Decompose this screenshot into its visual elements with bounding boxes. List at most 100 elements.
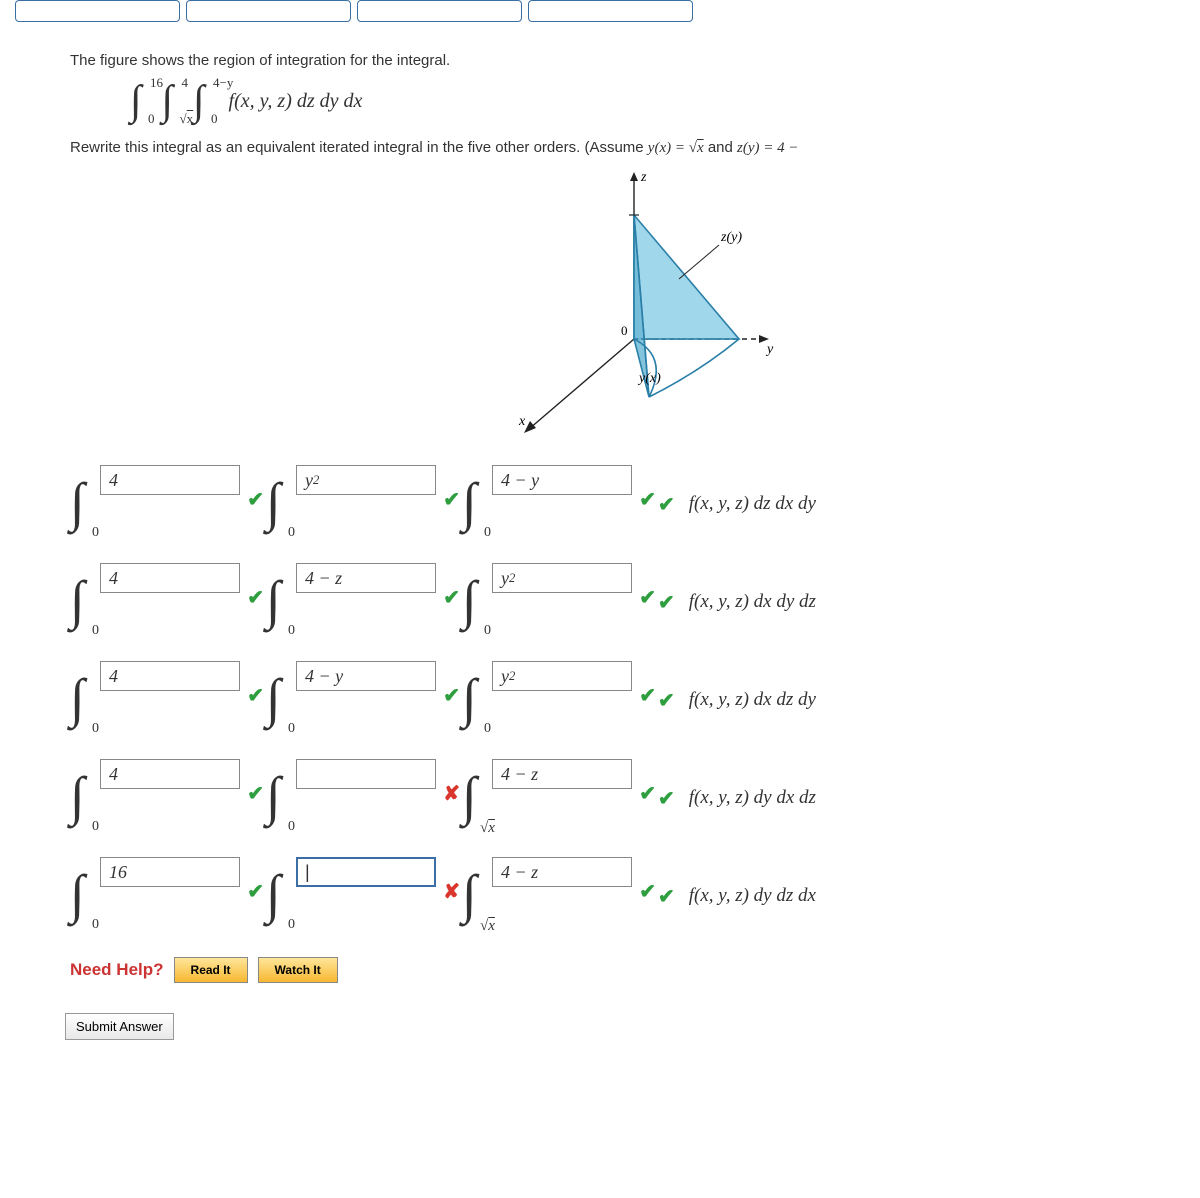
svg-text:z(y): z(y)	[720, 230, 742, 245]
region-figure: z y x 0 z(y) y(x)	[70, 167, 1188, 451]
integrand-order: f(x, y, z) dx dy dz	[689, 591, 816, 613]
blank-1[interactable]	[15, 0, 180, 22]
integral-cell: ∫04✔	[70, 567, 260, 637]
integral-sign: ∫	[70, 671, 85, 725]
svg-text:0: 0	[621, 323, 628, 338]
upper-bound-input[interactable]: y2	[492, 563, 632, 593]
lower-bound: 0	[92, 819, 99, 835]
integral-cell: ∫04✔	[70, 763, 260, 833]
upper-bound-input[interactable]: |	[296, 857, 436, 887]
check-icon: ✔	[247, 683, 264, 708]
integrand-order: f(x, y, z) dz dx dy	[689, 493, 816, 515]
blank-3[interactable]	[357, 0, 522, 22]
lower-bound: 0	[288, 819, 295, 835]
upper-bound-input[interactable]: y2	[296, 465, 436, 495]
integral-sign: ∫	[462, 769, 477, 823]
svg-text:z: z	[640, 170, 647, 185]
integral-sign: ∫	[266, 475, 281, 529]
blank-2[interactable]	[186, 0, 351, 22]
integral-cell: ∫0y2✔	[462, 567, 652, 637]
integral-sign: ∫	[266, 671, 281, 725]
lower-bound: 0	[92, 525, 99, 541]
svg-text:y: y	[765, 342, 774, 357]
cross-icon: ✘	[443, 879, 460, 904]
integral-cell: ∫04✔	[70, 665, 260, 735]
lower-bound: √x	[480, 918, 495, 935]
upper-bound-input[interactable]: 4	[100, 661, 240, 691]
svg-text:x: x	[518, 414, 526, 429]
integral-cell: ∫016✔	[70, 861, 260, 931]
integral-cell: ∫04✔	[70, 469, 260, 539]
integral-sign: ∫	[266, 573, 281, 627]
check-icon: ✔	[639, 585, 656, 610]
integral-sign: ∫	[266, 867, 281, 921]
integral-sign: ∫	[462, 671, 477, 725]
check-icon: ✔	[247, 585, 264, 610]
lower-bound: 0	[288, 721, 295, 737]
integral-cell: ∫√x4 − z✔	[462, 861, 652, 931]
lower-bound: 0	[288, 525, 295, 541]
upper-bound-input[interactable]: 4	[100, 759, 240, 789]
check-icon: ✔	[658, 492, 675, 517]
integral-sign: ∫	[70, 475, 85, 529]
upper-bound-input[interactable]: 4 − y	[492, 465, 632, 495]
integral-cell: ∫04 − z✔	[266, 567, 456, 637]
lower-bound: 0	[92, 917, 99, 933]
rewrite-instruction: Rewrite this integral as an equivalent i…	[70, 139, 1188, 157]
check-icon: ✔	[639, 781, 656, 806]
lower-bound: 0	[288, 917, 295, 933]
integrand-order: f(x, y, z) dy dz dx	[689, 885, 816, 907]
check-icon: ✔	[443, 487, 460, 512]
problem-intro: The figure shows the region of integrati…	[70, 52, 1188, 69]
integrand-order: f(x, y, z) dy dx dz	[689, 787, 816, 809]
check-icon: ✔	[658, 688, 675, 713]
upper-bound-input[interactable]: y2	[492, 661, 632, 691]
check-icon: ✔	[247, 879, 264, 904]
upper-bound-input[interactable]: 4 − z	[492, 857, 632, 887]
submit-answer-button[interactable]: Submit Answer	[65, 1013, 174, 1040]
integral-cell: ∫0y2✔	[462, 665, 652, 735]
check-icon: ✔	[639, 879, 656, 904]
answer-row: ∫04✔∫04 − y✔∫0y2✔✔f(x, y, z) dx dz dy	[70, 665, 1188, 735]
original-integral: ∫160 ∫4√x ∫4−y0 f(x, y, z) dz dy dx	[130, 77, 1188, 125]
integral-cell: ∫√x4 − z✔	[462, 763, 652, 833]
lower-bound: √x	[480, 820, 495, 837]
check-icon: ✔	[658, 590, 675, 615]
svg-text:y(x): y(x)	[637, 371, 661, 386]
need-help-label: Need Help?	[70, 960, 164, 980]
check-icon: ✔	[658, 786, 675, 811]
blank-4[interactable]	[528, 0, 693, 22]
integral-sign: ∫	[70, 769, 85, 823]
check-icon: ✔	[247, 487, 264, 512]
integrand-order: f(x, y, z) dx dz dy	[689, 689, 816, 711]
integral-cell: ∫0✘	[266, 763, 456, 833]
integral-sign: ∫	[462, 867, 477, 921]
check-icon: ✔	[639, 487, 656, 512]
upper-bound-input[interactable]: 4	[100, 563, 240, 593]
integral-cell: ∫04 − y✔	[266, 665, 456, 735]
upper-bound-input[interactable]: 4	[100, 465, 240, 495]
upper-bound-input[interactable]: 4 − z	[492, 759, 632, 789]
lower-bound: 0	[484, 525, 491, 541]
answer-row: ∫04✔∫0y2✔∫04 − y✔✔f(x, y, z) dz dx dy	[70, 469, 1188, 539]
answer-row: ∫04✔∫0✘∫√x4 − z✔✔f(x, y, z) dy dx dz	[70, 763, 1188, 833]
watch-it-button[interactable]: Watch It	[258, 957, 338, 983]
upper-bound-input[interactable]	[296, 759, 436, 789]
lower-bound: 0	[484, 623, 491, 639]
upper-bound-input[interactable]: 4 − y	[296, 661, 436, 691]
integral-sign: ∫	[462, 475, 477, 529]
check-icon: ✔	[658, 884, 675, 909]
integral-cell: ∫04 − y✔	[462, 469, 652, 539]
lower-bound: 0	[92, 721, 99, 737]
lower-bound: 0	[484, 721, 491, 737]
check-icon: ✔	[639, 683, 656, 708]
integral-sign: ∫	[462, 573, 477, 627]
read-it-button[interactable]: Read It	[174, 957, 248, 983]
upper-bound-input[interactable]: 4 − z	[296, 563, 436, 593]
check-icon: ✔	[247, 781, 264, 806]
integral-sign: ∫	[70, 867, 85, 921]
top-answer-blanks	[15, 0, 1188, 22]
lower-bound: 0	[288, 623, 295, 639]
lower-bound: 0	[92, 623, 99, 639]
upper-bound-input[interactable]: 16	[100, 857, 240, 887]
